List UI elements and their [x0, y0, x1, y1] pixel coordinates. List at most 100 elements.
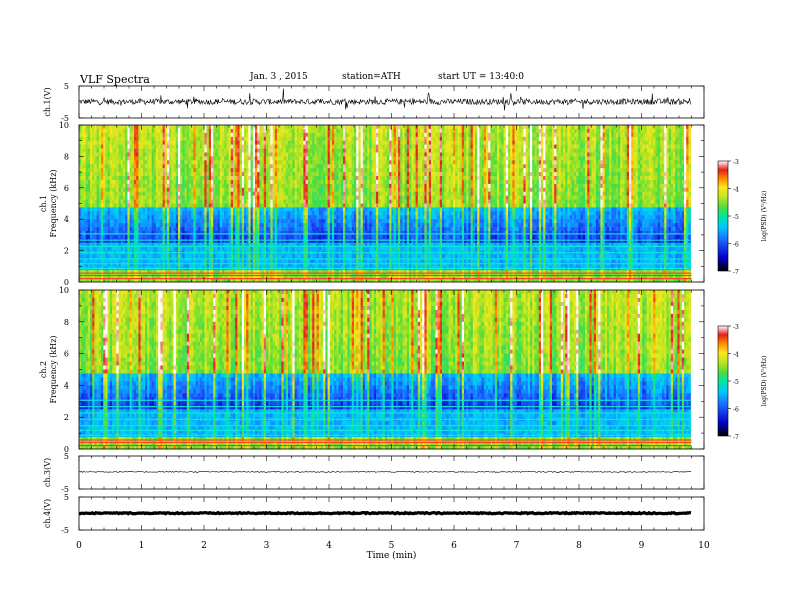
spectrogram-cell	[512, 133, 515, 137]
spectrogram-cell	[534, 137, 537, 141]
spectrogram-cell	[475, 145, 478, 149]
spectrogram-cell	[680, 137, 683, 141]
spectrogram-cell	[534, 125, 537, 129]
spectrogram-cell	[325, 141, 328, 145]
spectrogram-cell	[446, 145, 449, 149]
spectrogram-cell	[200, 129, 203, 133]
spectrogram-cell	[303, 141, 306, 145]
spectrogram-cell	[156, 137, 159, 141]
spectrogram-cell	[330, 141, 333, 145]
spectrogram-cell	[154, 145, 157, 149]
spectrogram-cell	[420, 129, 423, 133]
spectrogram-cell	[402, 141, 405, 145]
spectrogram-cell	[204, 141, 207, 145]
spectrogram-cell	[136, 133, 139, 137]
spectrogram-cell	[649, 133, 652, 137]
spectrogram-cell	[213, 137, 216, 141]
spectrogram-cell	[462, 145, 465, 149]
spectrogram-cell	[97, 141, 100, 145]
spectrogram-cell	[149, 137, 152, 141]
spectrogram-cell	[270, 141, 273, 145]
spectrogram-cell	[651, 133, 654, 137]
spectrogram-cell	[605, 129, 608, 133]
spectrogram-cell	[471, 137, 474, 141]
spectrogram-cell	[288, 129, 291, 133]
spectrogram-cell	[369, 129, 372, 133]
spectrogram-cell	[673, 133, 676, 137]
spectrogram-cell	[596, 129, 599, 133]
spectrogram-cell	[660, 141, 663, 145]
spectrogram-cell	[83, 125, 86, 129]
spectrogram-cell	[185, 133, 188, 137]
spectrogram-cell	[136, 125, 139, 129]
spectrogram-cell	[572, 133, 575, 137]
spectrogram-cell	[266, 141, 269, 145]
spectrogram-cell	[433, 145, 436, 149]
spectrogram-cell	[387, 141, 390, 145]
spectrogram-cell	[512, 125, 515, 129]
spectrogram-cell	[589, 133, 592, 137]
spectrogram-cell	[565, 137, 568, 141]
spectrogram-cell	[405, 133, 408, 137]
spectrogram-cell	[411, 125, 414, 129]
spectrogram-cell	[383, 145, 386, 149]
spectrogram-cell	[248, 125, 251, 129]
spectrogram-cell	[156, 145, 159, 149]
spectrogram-cell	[257, 125, 260, 129]
spectrogram-cell	[204, 133, 207, 137]
spectrogram-cell	[427, 141, 430, 145]
spectrogram-cell	[618, 137, 621, 141]
spectrogram-cell	[158, 129, 161, 133]
spectrogram-cell	[409, 145, 412, 149]
spectrogram-cell	[312, 125, 315, 129]
spectrogram-cell	[165, 125, 168, 129]
spectrogram-cell	[495, 137, 498, 141]
spectrogram-cell	[517, 129, 520, 133]
spectrogram-cell	[625, 137, 628, 141]
spectrogram-cell	[169, 141, 172, 145]
spectrogram-cell	[578, 137, 581, 141]
spectrogram-cell	[163, 137, 166, 141]
spectrogram-cell	[178, 145, 181, 149]
spectrogram-cell	[517, 133, 520, 137]
spectrogram-cell	[191, 137, 194, 141]
spectrogram-cell	[512, 137, 515, 141]
spectrogram-cell	[119, 133, 122, 137]
spectrogram-cell	[266, 137, 269, 141]
spectrogram-cell	[97, 125, 100, 129]
spectrogram-cell	[185, 137, 188, 141]
spectrogram-cell	[167, 141, 170, 145]
spectrogram-cell	[488, 133, 491, 137]
spectrogram-cell	[279, 129, 282, 133]
spectrogram-cell	[90, 129, 93, 133]
spectrogram-cell	[218, 129, 221, 133]
spectrogram-cell	[211, 133, 214, 137]
spectrogram-cell	[222, 129, 225, 133]
spectrogram-cell	[374, 145, 377, 149]
spectrogram-cell	[603, 137, 606, 141]
spectrogram-cell	[556, 133, 559, 137]
spectrogram-cell	[255, 125, 258, 129]
spectrogram-cell	[438, 125, 441, 129]
spectrogram-cell	[229, 145, 232, 149]
spectrogram-cell	[279, 133, 282, 137]
spectrogram-cell	[317, 137, 320, 141]
spectrogram-cell	[103, 137, 106, 141]
spectrogram-cell	[237, 141, 240, 145]
spectrogram-cell	[620, 133, 623, 137]
spectrogram-cell	[92, 133, 95, 137]
spectrogram-cell	[347, 137, 350, 141]
spectrogram-cell	[521, 141, 524, 145]
spectrogram-cell	[627, 129, 630, 133]
spectrogram-cell	[196, 137, 199, 141]
spectrogram-cell	[244, 125, 247, 129]
spectrogram-cell	[372, 129, 375, 133]
spectrogram-cell	[400, 141, 403, 145]
spectrogram-cell	[226, 141, 229, 145]
spectrogram-cell	[380, 125, 383, 129]
spectrogram-cell	[119, 137, 122, 141]
spectrogram-cell	[378, 133, 381, 137]
spectrogram-cell	[215, 129, 218, 133]
spectrogram-cell	[640, 141, 643, 145]
spectrogram-cell	[284, 125, 287, 129]
